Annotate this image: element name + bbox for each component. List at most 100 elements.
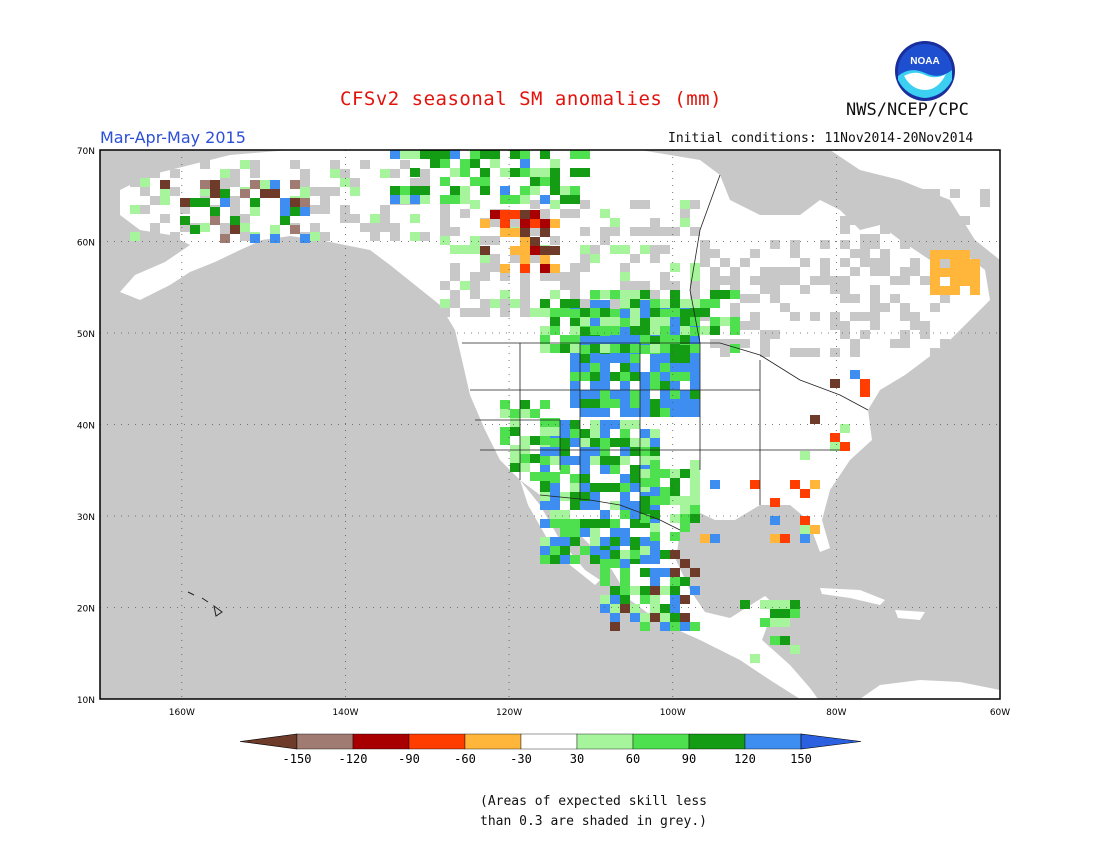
anomaly-cell (680, 613, 690, 622)
anomaly-cell (770, 267, 780, 276)
anomaly-cell (600, 326, 610, 335)
anomaly-cell (190, 225, 200, 234)
anomaly-cell (930, 250, 940, 259)
anomaly-cell (470, 272, 480, 281)
anomaly-cell (570, 363, 580, 372)
anomaly-cell (840, 285, 850, 294)
anomaly-cell (530, 436, 540, 445)
anomaly-cell (550, 456, 560, 465)
anomaly-cell (670, 514, 680, 523)
anomaly-cell (480, 186, 490, 195)
anomaly-cell (610, 519, 620, 528)
anomaly-cell (590, 254, 600, 263)
anomaly-cell (860, 240, 870, 249)
anomaly-cell (570, 501, 580, 510)
anomaly-cell (910, 312, 920, 321)
anomaly-cell (200, 223, 210, 232)
anomaly-cell (400, 195, 410, 204)
anomaly-cell (540, 436, 550, 445)
anomaly-cell (910, 267, 920, 276)
anomaly-cell (630, 254, 640, 263)
anomaly-cell (520, 159, 530, 168)
anomaly-cell (610, 399, 620, 408)
anomaly-cell (570, 420, 580, 429)
anomaly-cell (650, 381, 660, 390)
anomaly-cell (570, 299, 580, 308)
anomaly-cell (780, 609, 790, 618)
anomaly-cell (510, 210, 520, 219)
anomaly-cell (360, 223, 370, 232)
anomaly-cell (530, 308, 540, 317)
legend-label: 150 (790, 752, 812, 766)
anomaly-cell (880, 198, 890, 207)
anomaly-cell (670, 390, 680, 399)
anomaly-cell (750, 321, 760, 330)
anomaly-cell (640, 345, 650, 354)
anomaly-cell (770, 240, 780, 249)
anomaly-cell (590, 546, 600, 555)
agency-label: NWS/NCEP/CPC (846, 100, 969, 120)
anomaly-cell (600, 381, 610, 390)
anomaly-cell (300, 234, 310, 243)
anomaly-cell (580, 492, 590, 501)
anomaly-cell (640, 318, 650, 327)
anomaly-cell (560, 510, 570, 519)
anomaly-cell (540, 344, 550, 353)
anomaly-cell (690, 487, 700, 496)
anomaly-cell (590, 363, 600, 372)
anomaly-cell (840, 424, 850, 433)
anomaly-cell (750, 312, 760, 321)
anomaly-cell (600, 537, 610, 546)
anomaly-cell (320, 205, 330, 214)
anomaly-cell (670, 577, 680, 586)
anomaly-cell (620, 501, 630, 510)
anomaly-cell (850, 339, 860, 348)
legend-label: -120 (339, 752, 368, 766)
anomaly-cell (740, 294, 750, 303)
anomaly-cell (550, 483, 560, 492)
anomaly-cell (620, 399, 630, 408)
anomaly-cell (780, 636, 790, 645)
anomaly-cell (830, 321, 840, 330)
anomaly-cell (630, 483, 640, 492)
anomaly-cell (930, 277, 940, 286)
anomaly-cell (540, 447, 550, 456)
anomaly-cell (770, 516, 780, 525)
anomaly-cell (640, 555, 650, 564)
anomaly-cell (680, 505, 690, 514)
anomaly-cell (860, 216, 870, 225)
anomaly-cell (860, 180, 870, 189)
anomaly-cell (500, 299, 510, 308)
anomaly-cell (750, 654, 760, 663)
anomaly-cell (620, 438, 630, 447)
anomaly-cell (620, 290, 630, 299)
anomaly-cell (560, 209, 570, 218)
anomaly-cell (620, 245, 630, 254)
anomaly-cell (650, 429, 660, 438)
anomaly-cell (570, 390, 580, 399)
anomaly-cell (740, 258, 750, 267)
anomaly-cell (210, 207, 220, 216)
anomaly-cell (340, 169, 350, 178)
anomaly-cell (290, 198, 300, 207)
anomaly-cell (660, 381, 670, 390)
anomaly-cell (460, 168, 470, 177)
anomaly-cell (870, 294, 880, 303)
anomaly-cell (450, 263, 460, 272)
anomaly-cell (640, 326, 650, 335)
anomaly-cell (130, 232, 140, 241)
anomaly-cell (970, 277, 980, 286)
anomaly-cell (640, 390, 650, 399)
anomaly-cell (480, 168, 490, 177)
legend-swatch (520, 733, 578, 750)
lon-label: 140W (332, 708, 358, 718)
anomaly-cell (790, 600, 800, 609)
anomaly-cell (790, 312, 800, 321)
anomaly-cell (600, 227, 610, 236)
anomaly-cell (640, 469, 650, 478)
anomaly-cell (550, 418, 560, 427)
anomaly-cell (630, 308, 640, 317)
anomaly-cell (570, 429, 580, 438)
legend-swatch (408, 733, 466, 750)
anomaly-cell (690, 336, 700, 345)
